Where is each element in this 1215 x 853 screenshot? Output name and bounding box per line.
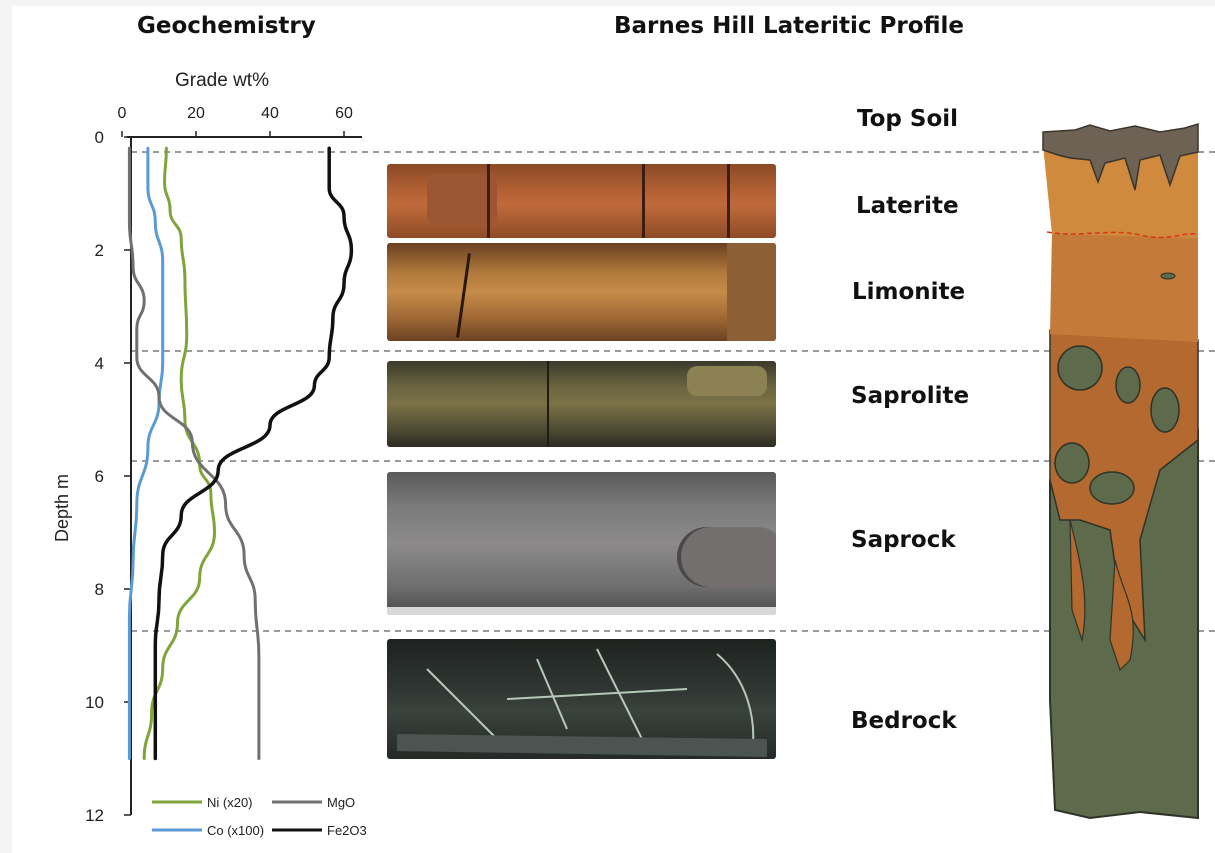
zone-label-top-soil: Top Soil: [857, 106, 959, 132]
core-photo-saprolite: [387, 361, 776, 447]
core-photo-bedrock: [387, 639, 776, 759]
y-tick-label: 12: [85, 806, 104, 825]
y-tick-label: 2: [95, 241, 104, 260]
series-line-co-x100: [127, 146, 165, 760]
x-axis-label: Grade wt%: [175, 70, 269, 91]
inclusion: [1115, 366, 1141, 404]
x-tick-label: 20: [187, 105, 205, 122]
x-tick-label: 0: [118, 105, 127, 122]
legend-label: Ni (x20): [207, 795, 253, 810]
chart-series: [127, 146, 354, 761]
inclusion: [1150, 387, 1180, 433]
profile-top-soil: [1042, 122, 1199, 191]
y-tick-label: 4: [95, 354, 104, 373]
chart-axes: 0 20 40 60 Grade wt% 0 2 4 6 8 10 12 Depth m: [52, 70, 362, 825]
geochemistry-title: Geochemistry: [137, 13, 316, 39]
inclusion: [1054, 442, 1090, 484]
y-axis-label: Depth m: [52, 474, 72, 542]
legend-label: MgO: [327, 795, 355, 810]
profile-tongue: [1109, 559, 1134, 672]
core-photo-laterite: [387, 164, 776, 238]
y-tick-label: 6: [95, 467, 104, 486]
profile-tongue: [1069, 519, 1086, 643]
x-tick-label: 60: [335, 105, 353, 122]
zone-label-saprolite: Saprolite: [851, 383, 970, 409]
profile-laterite: [1043, 145, 1198, 238]
series-line-mgo: [127, 146, 261, 760]
y-tick-label: 10: [85, 693, 104, 712]
chart-legend: Ni (x20) MgO Co (x100) Fe2O3: [152, 795, 367, 838]
zone-label-saprock: Saprock: [851, 527, 956, 553]
core-photo-limonite: [387, 243, 776, 341]
x-tick-label: 40: [261, 105, 279, 122]
profile-red-boundary: [1046, 231, 1199, 239]
profile-title: Barnes Hill Lateritic Profile: [614, 13, 965, 39]
zone-label-bedrock: Bedrock: [851, 708, 957, 734]
legend-label: Co (x100): [207, 823, 264, 838]
inclusion: [1160, 272, 1176, 280]
core-photo-saprock: [387, 472, 776, 615]
y-tick-label: 8: [95, 580, 104, 599]
series-line-fe2o3: [153, 146, 354, 761]
legend-label: Fe2O3: [327, 823, 367, 838]
inclusion: [1057, 345, 1103, 391]
inclusion: [1089, 471, 1135, 505]
zone-label-laterite: Laterite: [856, 193, 959, 219]
profile-illustration: [1042, 122, 1199, 820]
profile-limonite: [1050, 232, 1198, 342]
zone-label-limonite: Limonite: [852, 279, 966, 305]
y-tick-label: 0: [95, 128, 104, 147]
